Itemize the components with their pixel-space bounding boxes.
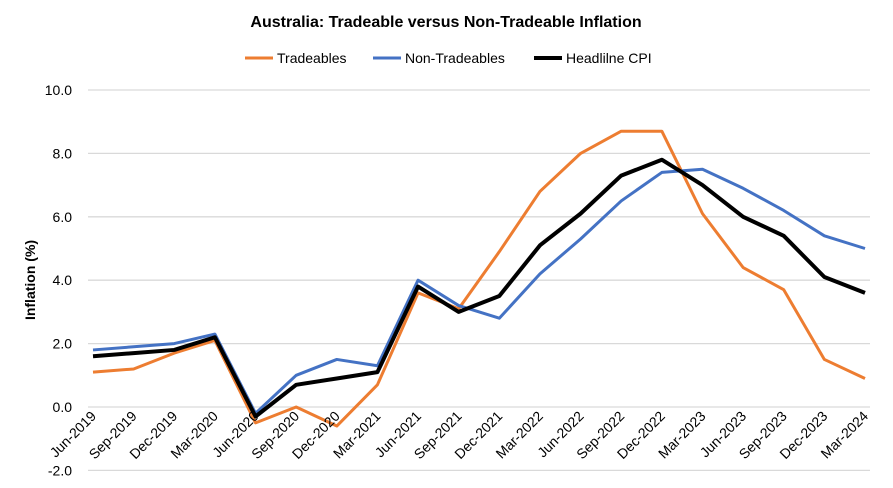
y-tick-label: 10.0	[45, 82, 72, 98]
y-axis-label: Inflation (%)	[22, 240, 38, 320]
series-lines	[92, 129, 866, 428]
y-tick-label: 6.0	[53, 209, 73, 225]
y-tick-label: -2.0	[48, 462, 72, 478]
legend-label: Tradeables	[277, 50, 347, 66]
series-line-non-tradeables	[92, 167, 866, 415]
series-line-tradeables	[92, 129, 866, 428]
legend: Tradeables Non-Tradeables Headlilne CPI	[245, 50, 652, 66]
legend-label: Non-Tradeables	[405, 50, 505, 66]
y-tick-label: 2.0	[53, 336, 73, 352]
y-tick-label: 0.0	[53, 399, 73, 415]
y-tick-label: 8.0	[53, 145, 73, 161]
x-axis-ticks: Jun-2019Sep-2019Dec-2019Mar-2020Jun-2020…	[47, 408, 872, 462]
chart-title: Australia: Tradeable versus Non-Tradeabl…	[250, 14, 641, 31]
series-line-headlilne-cpi	[92, 157, 866, 419]
y-axis-ticks: -2.0 0.0 2.0 4.0 6.0 8.0 10.0	[45, 82, 72, 478]
legend-label: Headlilne CPI	[566, 50, 652, 66]
y-tick-label: 4.0	[53, 272, 73, 288]
